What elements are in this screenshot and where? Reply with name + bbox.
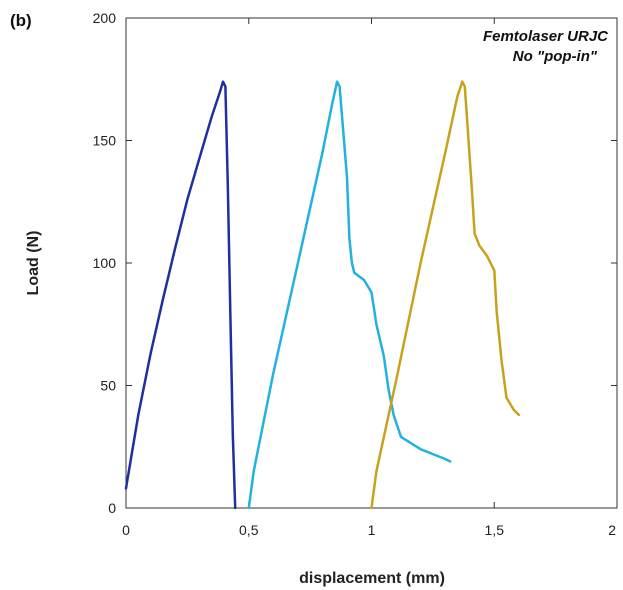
annotation-line-2: No "pop-in" — [513, 48, 598, 65]
panel-label: (b) — [10, 11, 32, 30]
y-axis: 0 50 100 150 200 — [93, 10, 617, 516]
y-tick-label: 150 — [93, 133, 117, 149]
series-line-3 — [370, 80, 521, 510]
x-tick-label: 1 — [368, 522, 376, 538]
x-axis: 0 0,5 1 1,5 2 — [122, 18, 618, 538]
x-tick-label: 0 — [122, 522, 130, 538]
annotation-line-1: Femtolaser URJC — [483, 28, 609, 45]
series-line-1 — [124, 80, 237, 510]
series-line-2 — [247, 80, 452, 510]
y-tick-label: 200 — [93, 10, 117, 26]
y-axis-title: Load (N) — [25, 231, 42, 296]
series-layer — [124, 80, 521, 510]
plot-frame — [125, 17, 618, 509]
x-tick-label: 2 — [608, 522, 616, 538]
y-tick-label: 100 — [93, 255, 117, 271]
x-axis-title: displacement (mm) — [299, 570, 445, 587]
y-tick-label: 0 — [108, 500, 116, 516]
x-tick-label: 1,5 — [485, 522, 505, 538]
x-tick-label: 0,5 — [239, 522, 259, 538]
y-tick-label: 50 — [100, 378, 116, 394]
